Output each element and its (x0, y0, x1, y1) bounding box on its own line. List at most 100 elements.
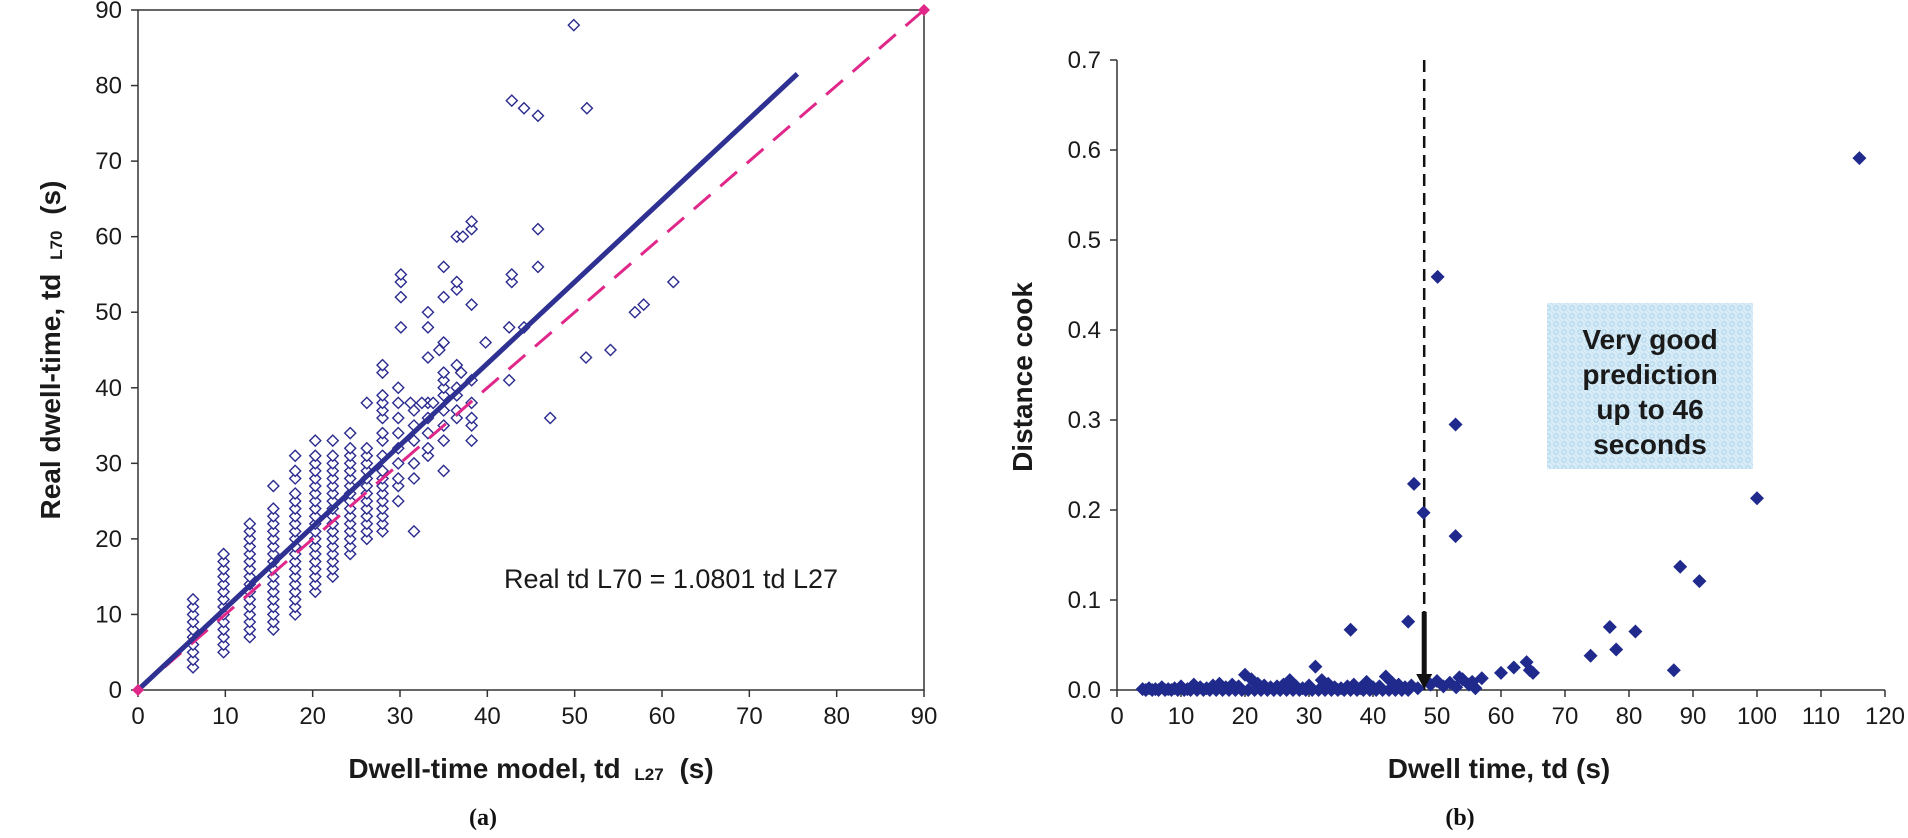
chart-a-point (343, 539, 357, 553)
chart-a-point (266, 585, 280, 599)
chart-b-point (1401, 683, 1416, 697)
chart-a-point (502, 320, 516, 334)
chart-b-x-tick-label: 50 (1424, 703, 1451, 730)
chart-a-point (360, 479, 374, 493)
chart-b-point (1609, 642, 1624, 657)
chart-b-point (1465, 674, 1480, 689)
chart-a-point (454, 366, 468, 380)
chart-a-point (376, 366, 390, 380)
chart-a-point (343, 547, 357, 561)
chart-b-annotation-line-3: up to 46 (1596, 394, 1703, 425)
chart-b-threshold-arrowhead (1416, 674, 1433, 689)
chart-b-y-axis-ticks: 0.0 0.1 0.2 0.3 0.4 0.5 0.6 0.7 (1068, 47, 1117, 704)
chart-a-point (243, 607, 257, 621)
chart-a-point (343, 471, 357, 485)
chart-a-point (326, 471, 340, 485)
chart-a-point (243, 517, 257, 531)
chart-b-point (1448, 529, 1463, 544)
chart-a-point (479, 335, 493, 349)
chart-a-point (308, 449, 322, 463)
chart-b-y-axis-title: Distance cook (1007, 282, 1038, 472)
chart-a-point (326, 555, 340, 569)
chart-b-annotation-box-bg (1547, 303, 1753, 469)
chart-a-point (391, 494, 405, 508)
chart-a-point (217, 555, 231, 569)
chart-b-point (1452, 670, 1467, 685)
chart-a-point (288, 524, 302, 538)
chart-a-point (421, 449, 435, 463)
chart-a-point (288, 517, 302, 531)
chart-a-point (360, 494, 374, 508)
chart-a-point (421, 351, 435, 365)
chart-a-point (391, 471, 405, 485)
chart-a-point (517, 101, 531, 115)
panel-label-b: (b) (1445, 805, 1474, 831)
chart-a-point (243, 532, 257, 546)
chart-a-point (531, 260, 545, 274)
chart-a-point (266, 502, 280, 516)
chart-a-point (421, 305, 435, 319)
chart-a-point (243, 615, 257, 629)
chart-a-point (217, 562, 231, 576)
chart-a-point (376, 487, 390, 501)
chart-b-point (1692, 574, 1707, 589)
chart-b-point (1406, 476, 1421, 491)
chart-a-point (343, 426, 357, 440)
chart-a-y-tick-label: 80 (95, 73, 122, 100)
chart-a-point (266, 547, 280, 561)
chart-a-point (376, 502, 390, 516)
chart-b-x-tick-label: 0 (1110, 703, 1123, 730)
chart-a-point (437, 366, 451, 380)
chart-a-point (326, 464, 340, 478)
chart-a-point (505, 94, 519, 108)
chart-a-point (243, 555, 257, 569)
chart-a-point (308, 532, 322, 546)
chart-a-point (465, 419, 479, 433)
chart-a-point (186, 660, 200, 674)
chart-a-point (628, 305, 642, 319)
chart-a-point (465, 215, 479, 229)
chart-a-points (186, 18, 680, 674)
chart-a-point (394, 290, 408, 304)
chart-a-point (288, 577, 302, 591)
chart-a-point (308, 494, 322, 508)
chart-b-annotation-box: Very good prediction up to 46 seconds (1547, 303, 1753, 469)
chart-a-point (376, 494, 390, 508)
chart-b-y-tick-label: 0.0 (1068, 677, 1101, 704)
chart-a-point (288, 494, 302, 508)
chart-a-point (266, 615, 280, 629)
chart-a-point (465, 434, 479, 448)
chart-a-point (450, 411, 464, 425)
chart-a-point (266, 517, 280, 531)
chart-a-point (391, 426, 405, 440)
chart-a-point (266, 509, 280, 523)
chart-a-point (376, 524, 390, 538)
chart-b-x-tick-label: 90 (1680, 703, 1707, 730)
chart-a-x-tick-label: 0 (131, 703, 144, 730)
chart-b-y-tick-label: 0.5 (1068, 227, 1101, 254)
chart-a-point (637, 298, 651, 312)
chart-a-point (407, 471, 421, 485)
chart-a-point (308, 479, 322, 493)
chart-b-annotation-line-2: prediction (1582, 359, 1717, 390)
chart-b-point (1852, 151, 1867, 166)
chart-a-point (580, 101, 594, 115)
chart-a-point (308, 502, 322, 516)
chart-a-point (579, 351, 593, 365)
chart-a-point (343, 456, 357, 470)
chart-b-x-axis-ticks: 0 10 20 30 40 50 60 70 80 90 100 110 120 (1110, 690, 1905, 730)
chart-a-point (308, 471, 322, 485)
chart-a-x-tick-label: 20 (299, 703, 326, 730)
chart-a-point (376, 358, 390, 372)
chart-a-point (360, 524, 374, 538)
chart-a-point (437, 388, 451, 402)
chart-b-x-axis-title: Dwell time, td (s) (1388, 753, 1610, 784)
chart-b-point (1583, 648, 1598, 663)
chart-a-point (308, 555, 322, 569)
chart-a-point (394, 320, 408, 334)
chart-a-point (394, 267, 408, 281)
chart-a-point (217, 645, 231, 659)
chart-b-x-tick-label: 40 (1360, 703, 1387, 730)
chart-a-point (243, 539, 257, 553)
chart-a-x-tick-label: 30 (387, 703, 414, 730)
